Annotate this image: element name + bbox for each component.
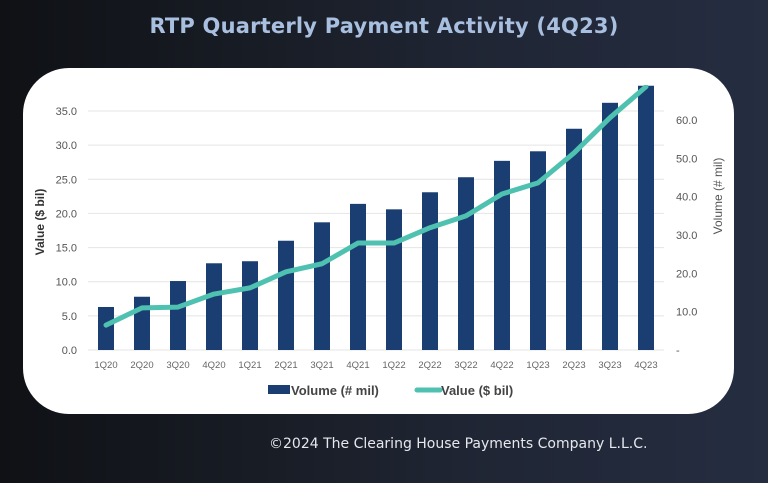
bar	[566, 128, 582, 350]
bar	[386, 209, 402, 350]
bar-series	[98, 85, 654, 350]
x-tick-label: 3Q22	[454, 360, 477, 371]
legend-label-volume: Volume (# mil)	[291, 383, 379, 398]
bar	[206, 263, 222, 350]
left-axis-label: Value ($ bil)	[33, 189, 47, 256]
x-tick-label: 4Q23	[634, 360, 657, 371]
page-title: RTP Quarterly Payment Activity (4Q23)	[149, 14, 619, 38]
right-tick-label: -	[676, 345, 680, 357]
right-tick-label: 40.0	[676, 192, 697, 204]
x-tick-label: 2Q22	[418, 360, 441, 371]
right-tick-label: 10.0	[676, 307, 697, 319]
bar	[458, 177, 474, 350]
bar	[494, 160, 510, 350]
value-line	[103, 85, 649, 328]
x-tick-label: 3Q23	[598, 360, 621, 371]
bar	[170, 281, 186, 350]
bar	[98, 306, 114, 350]
legend: Volume (# mil) Value ($ bil)	[268, 383, 513, 398]
line-series	[103, 85, 649, 328]
bar	[638, 85, 654, 350]
bar	[134, 296, 150, 350]
right-tick-label: 50.0	[676, 153, 697, 165]
bar	[350, 203, 366, 350]
left-tick-label: 0.0	[62, 345, 77, 357]
bar	[278, 240, 294, 350]
right-axis-ticks: - 10.0 20.0 30.0 40.0 50.0 60.0	[676, 115, 697, 357]
legend-label-value: Value ($ bil)	[441, 383, 513, 398]
x-tick-label: 2Q20	[130, 360, 153, 371]
x-tick-label: 4Q22	[490, 360, 513, 371]
x-tick-label: 1Q21	[238, 360, 261, 371]
left-axis-ticks: 0.0 5.0 10.0 15.0 20.0 25.0 30.0 35.0	[56, 106, 77, 357]
bar	[602, 102, 618, 350]
x-tick-label: 3Q20	[166, 360, 189, 371]
left-tick-label: 30.0	[56, 140, 77, 152]
left-tick-label: 5.0	[62, 311, 77, 323]
bar	[530, 151, 546, 350]
x-tick-label: 1Q23	[526, 360, 549, 371]
x-tick-label: 1Q22	[382, 360, 405, 371]
x-tick-label: 2Q23	[562, 360, 585, 371]
bar	[314, 222, 330, 350]
copyright-footer: ©2024 The Clearing House Payments Compan…	[269, 436, 648, 452]
x-axis-ticks: 1Q20 2Q20 3Q20 4Q20 1Q21 2Q21 3Q21 4Q21 1Q22 2Q22…	[94, 360, 657, 371]
x-tick-label: 3Q21	[310, 360, 333, 371]
bar	[422, 192, 438, 350]
x-tick-label: 1Q20	[94, 360, 117, 371]
x-tick-label: 4Q21	[346, 360, 369, 371]
bar	[242, 261, 258, 350]
x-tick-label: 2Q21	[274, 360, 297, 371]
right-tick-label: 60.0	[676, 115, 697, 127]
right-axis-label: Volume (# mil)	[711, 158, 725, 235]
left-tick-label: 25.0	[56, 174, 77, 186]
left-tick-label: 10.0	[56, 277, 77, 289]
right-tick-label: 20.0	[676, 268, 697, 280]
right-tick-label: 30.0	[676, 230, 697, 242]
left-tick-label: 35.0	[56, 106, 77, 118]
x-tick-label: 4Q20	[202, 360, 225, 371]
left-tick-label: 15.0	[56, 243, 77, 255]
left-tick-label: 20.0	[56, 208, 77, 220]
legend-swatch-volume	[268, 385, 290, 394]
